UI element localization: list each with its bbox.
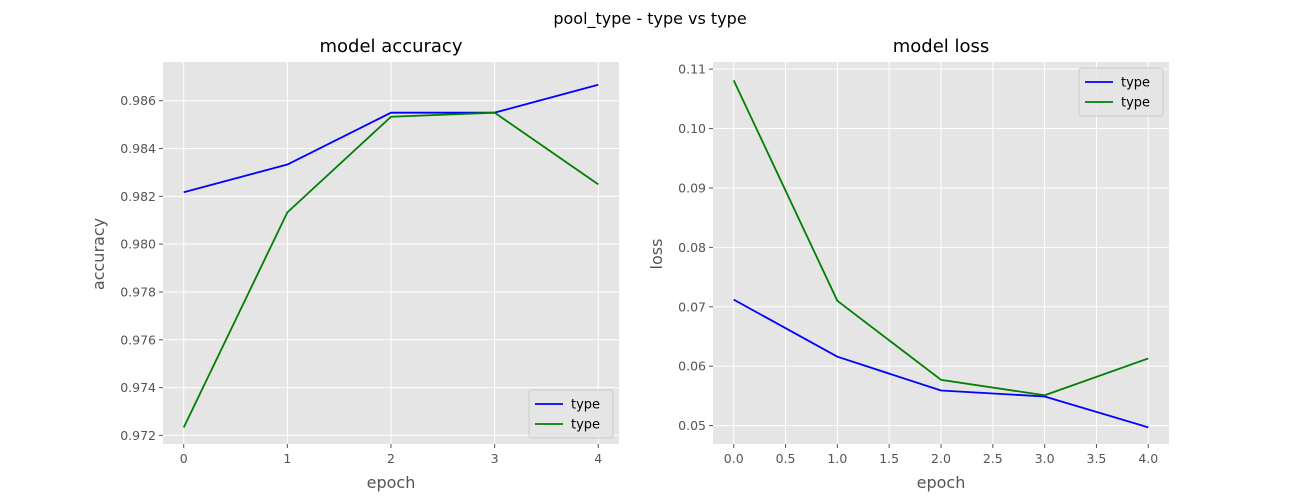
loss-chart-series-1-line [733,298,1149,429]
loss-chart-xtick-label: 0.5 [776,451,796,466]
loss-chart-ytick-label: 0.09 [678,180,706,195]
accuracy-chart-ytick-label: 0.976 [120,332,156,347]
loss-chart-title: model loss [893,36,990,57]
accuracy-chart-legend-label-2: type [571,418,600,433]
accuracy-chart-xtick-label: 4 [594,451,602,466]
loss-chart-legend-label-2: type [1121,96,1150,111]
accuracy-chart-legend: type type [528,389,614,439]
loss-chart-legend-box [1078,67,1164,117]
accuracy-chart-ytick-label: 0.974 [120,380,156,395]
accuracy-chart-ytick-label: 0.980 [120,237,156,252]
loss-chart-ytick-label: 0.08 [678,240,706,255]
loss-chart-ytick-label: 0.07 [678,299,706,314]
accuracy-chart-xtick-label: 1 [283,451,291,466]
accuracy-chart-ytick-label: 0.986 [120,93,156,108]
accuracy-chart: model accuracy epoch accuracy 0.972 0.974… [89,36,619,492]
accuracy-chart-ytick-label: 0.972 [120,428,156,443]
loss-chart-xtick-label: 1.0 [827,451,847,466]
accuracy-chart-ytick-label: 0.978 [120,284,156,299]
accuracy-chart-ytick-label: 0.984 [120,141,156,156]
loss-chart-xtick-label: 1.5 [879,451,899,466]
loss-chart-series-2-line [732,80,1149,397]
loss-chart: model loss epoch loss 0.05 0.06 0.07 0.08 0.… [647,36,1169,492]
loss-chart-ytick-label: 0.05 [678,418,706,433]
loss-chart-xtick-label: 0.0 [724,451,744,466]
loss-chart-ytick-label: 0.06 [678,359,706,374]
accuracy-chart-title: model accuracy [320,36,463,57]
accuracy-chart-xlabel: epoch [367,473,416,492]
accuracy-chart-legend-box [528,389,614,439]
loss-chart-legend: type type [1078,67,1164,117]
loss-chart-legend-label-1: type [1121,76,1150,91]
loss-chart-ytick-label: 0.10 [678,121,706,136]
loss-chart-ylabel: loss [647,239,666,270]
loss-chart-xtick-label: 3.0 [1035,451,1055,466]
loss-chart-xtick-label: 3.5 [1087,451,1107,466]
accuracy-chart-xtick-label: 0 [180,451,188,466]
loss-chart-ytick-label: 0.11 [678,62,706,77]
accuracy-chart-xtick-label: 2 [387,451,395,466]
accuracy-chart-legend-label-1: type [571,398,600,413]
accuracy-chart-ylabel: accuracy [89,218,108,290]
accuracy-chart-ytick-label: 0.982 [120,189,156,204]
accuracy-chart-series-2-line [182,111,599,428]
loss-chart-xtick-label: 2.0 [931,451,951,466]
accuracy-chart-xtick-label: 3 [491,451,499,466]
loss-chart-xlabel: epoch [917,473,966,492]
figure-suptitle: pool_type - type vs type [553,9,746,29]
loss-chart-xtick-label: 2.5 [983,451,1003,466]
accuracy-chart-series-1-line [183,83,599,194]
loss-chart-xtick-label: 4.0 [1138,451,1158,466]
